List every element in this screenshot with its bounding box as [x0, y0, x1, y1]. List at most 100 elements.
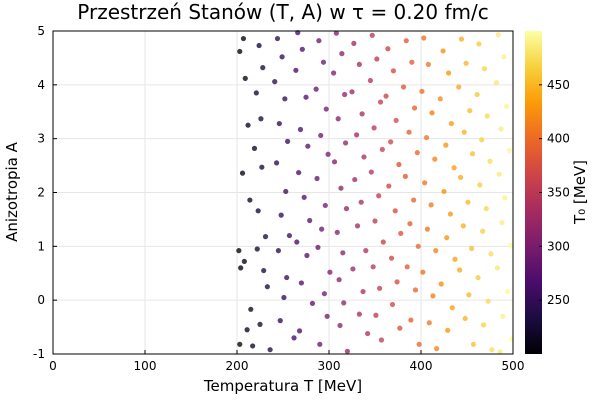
data-point: [445, 327, 451, 333]
data-point: [497, 349, 503, 355]
data-point: [487, 158, 493, 164]
data-point: [373, 312, 379, 318]
data-point: [258, 116, 264, 122]
data-point: [255, 208, 261, 214]
data-point: [261, 267, 267, 274]
data-point: [504, 288, 511, 295]
data-point: [343, 206, 350, 212]
x-tick-label: 0: [49, 359, 57, 373]
data-point: [476, 41, 482, 47]
data-point: [467, 108, 473, 114]
data-point: [240, 35, 247, 42]
data-point: [437, 96, 443, 102]
data-point: [297, 126, 304, 133]
data-point: [350, 266, 356, 272]
data-point: [422, 180, 428, 186]
data-point: [256, 42, 262, 49]
data-point: [451, 165, 457, 171]
data-point: [247, 197, 253, 203]
data-point: [237, 341, 243, 347]
data-point: [352, 176, 358, 183]
data-point: [281, 294, 287, 301]
data-point: [426, 320, 432, 326]
data-point: [340, 250, 346, 256]
data-point: [407, 221, 413, 227]
data-point: [397, 325, 403, 331]
data-point: [458, 36, 465, 42]
data-point: [360, 288, 366, 295]
data-point: [322, 202, 328, 209]
colorbar-tick-label: 400: [547, 132, 570, 146]
data-point: [411, 197, 417, 203]
x-tick-label: 400: [410, 359, 433, 373]
data-point: [257, 321, 263, 327]
data-point: [245, 122, 251, 128]
y-tick-label: 5: [37, 24, 45, 38]
data-point: [434, 346, 440, 352]
data-point: [296, 169, 302, 176]
data-point: [414, 150, 420, 156]
y-tick-label: 2: [37, 186, 45, 200]
data-point: [480, 322, 487, 328]
data-point: [277, 318, 283, 324]
data-point: [325, 151, 331, 157]
colorbar-tick-label: 350: [547, 186, 570, 200]
data-point: [388, 139, 394, 145]
data-point: [503, 103, 510, 109]
data-point: [406, 129, 412, 135]
data-point: [396, 161, 402, 168]
data-point: [336, 277, 342, 283]
data-point: [502, 195, 508, 201]
data-point: [273, 160, 280, 166]
data-point: [481, 66, 488, 72]
x-axis-label: Temperatura T [MeV]: [203, 377, 362, 395]
data-point: [380, 239, 386, 245]
data-point: [447, 211, 454, 217]
data-point: [251, 145, 258, 151]
data-point: [377, 99, 384, 105]
data-point: [506, 147, 512, 154]
data-point: [423, 134, 430, 141]
data-point: [314, 175, 320, 182]
data-point: [285, 138, 291, 144]
data-point: [304, 252, 310, 259]
data-point: [361, 154, 367, 160]
data-point: [494, 265, 500, 271]
data-point: [402, 173, 408, 179]
data-point: [441, 188, 447, 195]
data-point: [461, 129, 467, 135]
data-point: [264, 284, 270, 290]
data-point: [267, 347, 273, 353]
data-point: [460, 223, 466, 229]
data-point: [354, 223, 361, 229]
data-point: [370, 264, 376, 270]
data-point: [411, 105, 418, 111]
y-tick-label: 3: [37, 132, 45, 146]
data-point: [466, 292, 472, 298]
data-point: [483, 206, 489, 212]
data-point: [248, 306, 254, 312]
data-point: [416, 341, 422, 347]
data-point: [239, 170, 246, 176]
data-point: [334, 229, 340, 235]
data-point: [477, 182, 483, 188]
data-point: [377, 285, 383, 291]
y-tick-label: 4: [37, 78, 45, 92]
data-point: [358, 199, 364, 205]
x-tick-label: 300: [318, 359, 341, 373]
data-point: [338, 185, 344, 191]
data-point: [274, 35, 281, 42]
data-point: [342, 140, 349, 146]
data-point: [368, 169, 374, 175]
data-point: [365, 330, 371, 337]
data-point: [293, 67, 299, 73]
data-point: [324, 313, 330, 319]
data-point: [432, 156, 438, 162]
data-point: [412, 287, 419, 293]
data-point: [259, 164, 265, 170]
y-tick-label: 1: [37, 239, 45, 253]
data-point: [367, 77, 373, 84]
data-point: [469, 151, 476, 157]
ticks: 0 100 200 300 400 500 -1 0 1 2 3 4 5: [33, 24, 524, 373]
data-point: [250, 343, 256, 349]
